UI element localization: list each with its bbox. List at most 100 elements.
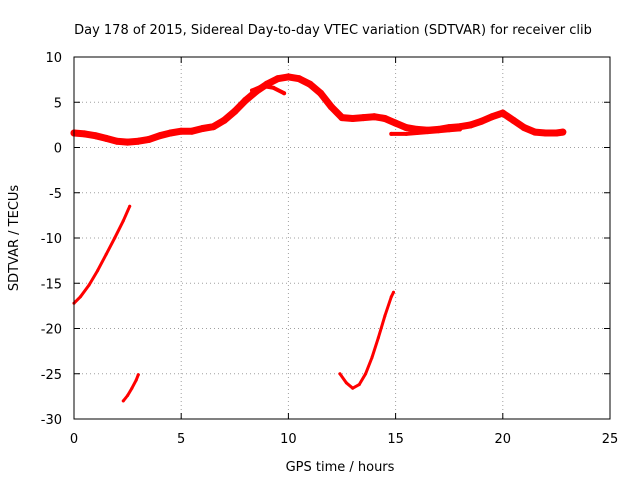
x-tick-label: 25 [602, 432, 619, 447]
data-point [542, 129, 550, 137]
y-axis-label: SDTVAR / TECUs [7, 185, 22, 292]
x-tick-label: 15 [387, 432, 404, 447]
data-point [220, 116, 228, 124]
data-point [338, 114, 346, 122]
data-point [349, 115, 357, 122]
data-point [359, 114, 367, 122]
data-point [128, 204, 132, 208]
data-point [145, 135, 153, 143]
data-point [124, 138, 132, 146]
data-point [389, 295, 393, 299]
x-tick-label: 10 [280, 432, 297, 447]
data-point [383, 314, 387, 318]
data-point [188, 127, 196, 135]
axis-tick-labels: 0 5 10 15 20 25 -30 -25 -20 -15 -10 -5 0 5 10 [41, 51, 619, 447]
y-tick-label: -25 [41, 368, 62, 383]
data-point [199, 125, 207, 132]
y-tick-label: 10 [45, 51, 62, 66]
data-point [370, 113, 378, 121]
data-point [425, 130, 430, 135]
data-point [415, 131, 419, 135]
data-point [102, 134, 110, 142]
data-point [250, 88, 254, 93]
data-point [113, 236, 117, 240]
data-point [156, 132, 164, 140]
data-point [130, 386, 134, 390]
x-tick-label: 20 [495, 432, 512, 447]
data-point [209, 123, 217, 131]
data-point [436, 129, 441, 134]
data-point [104, 252, 108, 256]
data-point [282, 91, 287, 96]
data-point [81, 130, 89, 138]
data-point [531, 128, 539, 136]
y-tick-label: -15 [41, 277, 62, 292]
data-point [177, 127, 185, 135]
data-point [344, 381, 348, 385]
data-point [488, 113, 496, 121]
data-point [447, 128, 452, 133]
series-arc-mid [338, 290, 395, 390]
data-point [121, 219, 125, 223]
axis-ticks [73, 56, 611, 420]
series-main-band [70, 73, 567, 146]
data-point [113, 137, 121, 145]
data-point [271, 85, 276, 90]
data-point [338, 372, 342, 376]
grid-lines [74, 57, 610, 419]
data-point [134, 378, 138, 382]
data-point [327, 103, 335, 111]
data-point [295, 75, 303, 83]
x-axis-label: GPS time / hours [286, 460, 395, 475]
data-point [477, 117, 485, 125]
series-arc-early [72, 204, 132, 305]
data-series [70, 73, 567, 403]
data-point [126, 394, 130, 397]
data-point [121, 399, 125, 403]
chart-title: Day 178 of 2015, Sidereal Day-to-day VTE… [74, 23, 592, 38]
data-point [134, 137, 142, 145]
data-point [231, 107, 239, 115]
y-tick-label: 5 [54, 96, 62, 111]
data-point [404, 131, 409, 136]
y-tick-label: 0 [54, 142, 62, 157]
data-point [260, 84, 265, 88]
data-point [96, 269, 100, 273]
data-point [351, 386, 355, 390]
data-point [136, 373, 140, 377]
data-point [167, 129, 174, 137]
data-point [376, 336, 380, 340]
y-tick-label: -5 [49, 187, 62, 202]
data-point [381, 115, 389, 122]
data-point [467, 121, 475, 129]
data-point [306, 80, 314, 88]
data-point [520, 124, 528, 132]
x-tick-label: 5 [177, 432, 185, 447]
data-point [274, 75, 282, 83]
y-tick-label: -30 [41, 413, 62, 428]
data-point [242, 96, 249, 104]
data-point [499, 109, 507, 117]
data-point [552, 129, 560, 137]
data-point [370, 356, 374, 359]
data-point [91, 132, 99, 140]
data-point [389, 131, 394, 136]
data-point [78, 295, 82, 299]
data-point [457, 127, 462, 132]
data-point [559, 128, 567, 136]
data-point [402, 124, 410, 132]
data-point [392, 119, 400, 127]
data-point [284, 73, 292, 81]
data-point [317, 89, 325, 97]
x-tick-label: 0 [70, 432, 78, 447]
data-point [510, 116, 517, 124]
data-point [87, 283, 91, 287]
data-point [392, 290, 395, 294]
data-point [364, 372, 368, 376]
y-tick-label: -10 [41, 232, 62, 247]
y-tick-label: -20 [41, 323, 62, 338]
data-point [357, 383, 361, 387]
series-band-upper-branch [250, 84, 287, 96]
